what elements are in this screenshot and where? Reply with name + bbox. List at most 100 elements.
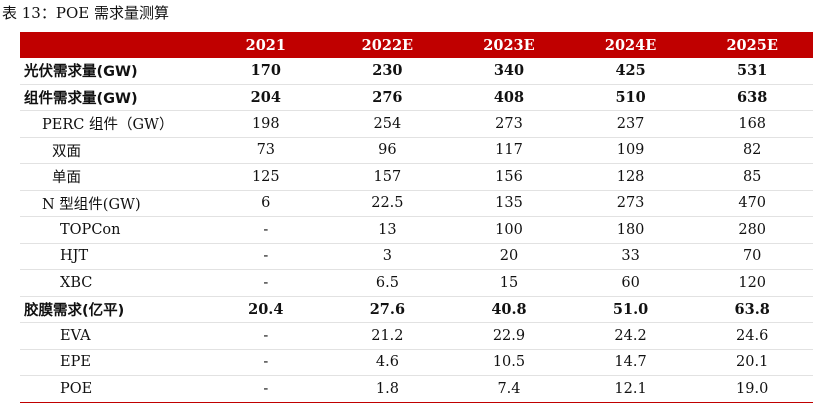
table-cell: -	[205, 322, 327, 350]
table-row: POE - 1.8 7.4 12.1 19.0	[20, 375, 813, 403]
table-caption: 表 13：POE 需求量测算	[2, 4, 169, 22]
header-cell-2025e: 2025E	[691, 32, 813, 58]
table-cell: 21.2	[326, 322, 449, 350]
table-cell: 135	[448, 190, 570, 217]
table-cell: 13	[326, 216, 449, 244]
table-cell: -	[205, 243, 327, 270]
row-label: 组件需求量(GW)	[20, 84, 205, 111]
table-cell: 128	[569, 163, 692, 191]
table-cell: -	[205, 375, 327, 403]
table-cell: 24.6	[691, 322, 813, 350]
table-cell: 230	[326, 58, 449, 85]
table-cell: 33	[569, 243, 692, 270]
table-cell: 100	[448, 216, 570, 244]
table-row: TOPCon - 13 100 180 280	[20, 216, 813, 244]
table-cell: 156	[448, 163, 570, 191]
table-cell: 237	[569, 110, 692, 138]
table-cell: 168	[691, 110, 813, 138]
table-cell: 70	[691, 243, 813, 270]
table-cell: 15	[448, 269, 570, 297]
table-cell: 63.8	[691, 296, 813, 323]
table-cell: 12.1	[569, 375, 692, 403]
table-cell: 6	[205, 190, 327, 217]
table-cell: 82	[691, 137, 813, 164]
table-cell: 340	[448, 58, 570, 85]
table-cell: 19.0	[691, 375, 813, 403]
table-cell: 254	[326, 110, 449, 138]
table-cell: 408	[448, 84, 570, 111]
table-cell: 73	[205, 137, 327, 164]
table-cell: 125	[205, 163, 327, 191]
row-label: N 型组件(GW)	[20, 190, 205, 217]
table-row: 单面 125 157 156 128 85	[20, 163, 813, 191]
header-cell-2022e: 2022E	[326, 32, 449, 58]
table-cell: 22.9	[448, 322, 570, 350]
row-label: 光伏需求量(GW)	[20, 58, 205, 85]
table-cell: 276	[326, 84, 449, 111]
table-cell: 6.5	[326, 269, 449, 297]
row-label: TOPCon	[20, 216, 205, 244]
table-cell: 3	[326, 243, 449, 270]
table-cell: 20.1	[691, 349, 813, 376]
row-label: 双面	[20, 137, 205, 164]
table-cell: 40.8	[448, 296, 570, 323]
table-cell: 60	[569, 269, 692, 297]
row-label: PERC 组件（GW）	[20, 110, 205, 138]
table-cell: 280	[691, 216, 813, 244]
table-cell: 470	[691, 190, 813, 217]
table-cell: 510	[569, 84, 692, 111]
table-row: 胶膜需求(亿平) 20.4 27.6 40.8 51.0 63.8	[20, 296, 813, 323]
row-label: EVA	[20, 322, 205, 350]
row-label: XBC	[20, 269, 205, 297]
table-cell: 117	[448, 137, 570, 164]
table-cell: 7.4	[448, 375, 570, 403]
table-cell: 273	[569, 190, 692, 217]
header-cell-2024e: 2024E	[569, 32, 692, 58]
header-cell-2021: 2021	[205, 32, 327, 58]
table-cell: -	[205, 349, 327, 376]
table-cell: 273	[448, 110, 570, 138]
table-cell: -	[205, 216, 327, 244]
table-cell: 20	[448, 243, 570, 270]
table-row: XBC - 6.5 15 60 120	[20, 269, 813, 297]
table-cell: 14.7	[569, 349, 692, 376]
table-cell: 1.8	[326, 375, 449, 403]
table-row: 双面 73 96 117 109 82	[20, 137, 813, 164]
table-cell: 4.6	[326, 349, 449, 376]
table-row: PERC 组件（GW） 198 254 273 237 168	[20, 110, 813, 138]
table-cell: 638	[691, 84, 813, 111]
header-cell-2023e: 2023E	[448, 32, 570, 58]
table-cell: 85	[691, 163, 813, 191]
table-cell: 109	[569, 137, 692, 164]
table-cell: 51.0	[569, 296, 692, 323]
table-cell: 157	[326, 163, 449, 191]
table-cell: 204	[205, 84, 327, 111]
table-row: 光伏需求量(GW) 170 230 340 425 531	[20, 58, 813, 85]
row-label: HJT	[20, 243, 205, 270]
row-label: 单面	[20, 163, 205, 191]
table-row: EVA - 21.2 22.9 24.2 24.6	[20, 322, 813, 350]
table-cell: 120	[691, 269, 813, 297]
table-row: 组件需求量(GW) 204 276 408 510 638	[20, 84, 813, 111]
header-row: 2021 2022E 2023E 2024E 2025E	[20, 32, 813, 58]
table-row: N 型组件(GW) 6 22.5 135 273 470	[20, 190, 813, 217]
table-row: HJT - 3 20 33 70	[20, 243, 813, 270]
table-cell: 27.6	[326, 296, 449, 323]
row-label: EPE	[20, 349, 205, 376]
table-cell: 10.5	[448, 349, 570, 376]
table-cell: 22.5	[326, 190, 449, 217]
table-cell: 20.4	[205, 296, 327, 323]
table-row: EPE - 4.6 10.5 14.7 20.1	[20, 349, 813, 376]
table-cell: 180	[569, 216, 692, 244]
table-cell: -	[205, 269, 327, 297]
table-cell: 531	[691, 58, 813, 85]
table-cell: 425	[569, 58, 692, 85]
row-label: 胶膜需求(亿平)	[20, 296, 205, 323]
table-cell: 96	[326, 137, 449, 164]
table-cell: 24.2	[569, 322, 692, 350]
table-cell: 170	[205, 58, 327, 85]
poe-demand-table: 2021 2022E 2023E 2024E 2025E 光伏需求量(GW) 1…	[20, 32, 813, 403]
row-label: POE	[20, 375, 205, 403]
table-cell: 198	[205, 110, 327, 138]
header-cell-label	[20, 32, 205, 58]
